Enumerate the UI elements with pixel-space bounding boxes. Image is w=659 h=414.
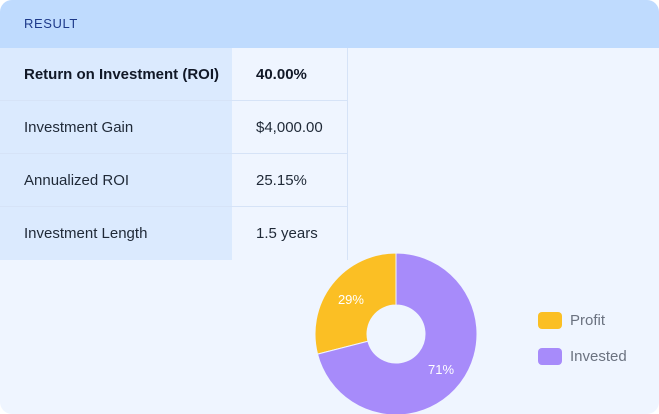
- result-label: Investment Length: [0, 207, 232, 260]
- result-row-gain: Investment Gain $4,000.00: [0, 101, 348, 154]
- legend-swatch-invested: [538, 347, 562, 365]
- result-row-length: Investment Length 1.5 years: [0, 207, 348, 260]
- result-row-roi: Return on Investment (ROI) 40.00%: [0, 48, 348, 101]
- result-value: 1.5 years: [232, 207, 348, 260]
- result-value: $4,000.00: [232, 101, 348, 153]
- donut-label-invested: 71%: [428, 362, 454, 377]
- legend-item-invested: Invested: [538, 346, 627, 366]
- result-header: RESULT: [0, 0, 659, 48]
- legend-swatch-profit: [538, 311, 562, 329]
- donut-label-profit: 29%: [338, 292, 364, 307]
- legend-label-invested: Invested: [570, 347, 627, 365]
- result-label: Return on Investment (ROI): [0, 48, 232, 100]
- chart-legend: Profit Invested: [538, 310, 627, 382]
- result-value: 25.15%: [232, 154, 348, 206]
- result-row-annualized: Annualized ROI 25.15%: [0, 154, 348, 207]
- result-table: Return on Investment (ROI) 40.00% Invest…: [0, 48, 348, 260]
- legend-label-profit: Profit: [570, 311, 606, 329]
- legend-item-profit: Profit: [538, 310, 627, 330]
- result-title: RESULT: [24, 16, 78, 31]
- donut-slice-invested: [316, 252, 478, 414]
- result-label: Investment Gain: [0, 101, 232, 153]
- donut-slice-profit: [314, 252, 397, 355]
- result-label: Annualized ROI: [0, 154, 232, 206]
- result-value: 40.00%: [232, 48, 348, 100]
